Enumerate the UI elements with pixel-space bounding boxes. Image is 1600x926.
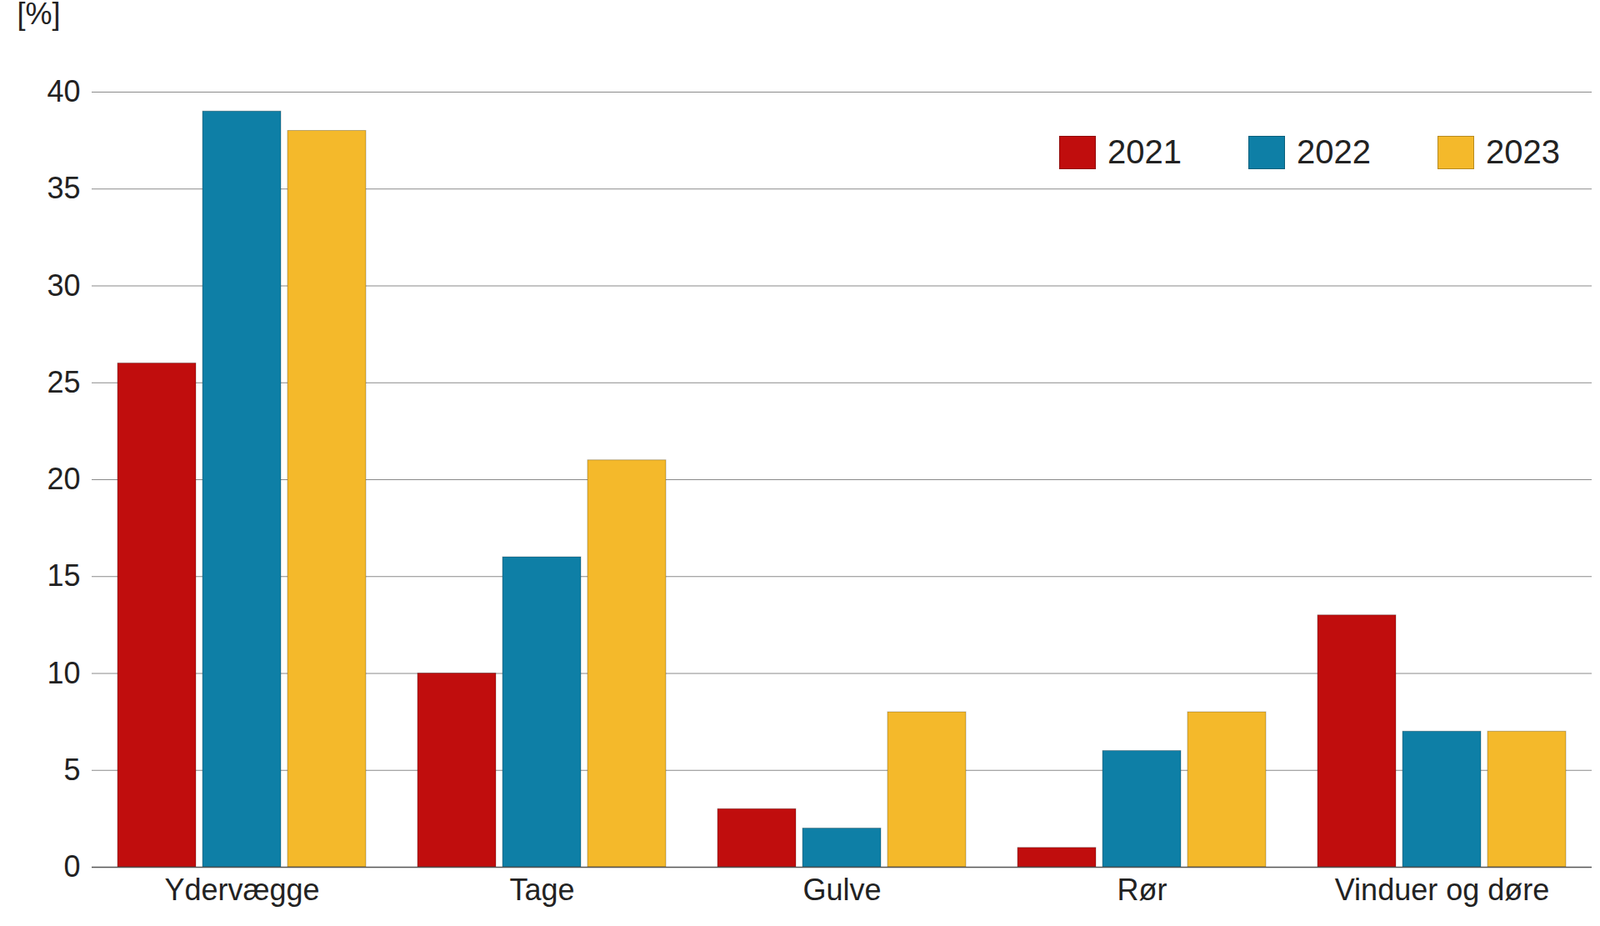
svg-text:35: 35	[46, 170, 80, 205]
svg-text:Ydervægge: Ydervægge	[164, 872, 320, 907]
svg-text:5: 5	[63, 752, 80, 787]
svg-text:Tage: Tage	[509, 872, 575, 907]
html-text:2022: 2022	[1296, 133, 1371, 170]
svg-text:40: 40	[46, 74, 80, 109]
svg-text:20: 20	[46, 461, 80, 496]
svg-text:10: 10	[46, 655, 80, 690]
html-text:2021: 2021	[1107, 133, 1182, 170]
svg-text:0: 0	[63, 849, 80, 884]
html-text:2023: 2023	[1485, 133, 1560, 170]
svg-text:Vinduer og døre: Vinduer og døre	[1335, 872, 1550, 907]
svg-text:[%]: [%]	[17, 0, 61, 31]
svg-text:25: 25	[46, 365, 80, 400]
svg-text:15: 15	[46, 558, 80, 593]
svg-text:Gulve: Gulve	[802, 872, 881, 907]
svg-text:Rør: Rør	[1117, 872, 1168, 907]
svg-text:30: 30	[46, 268, 80, 303]
